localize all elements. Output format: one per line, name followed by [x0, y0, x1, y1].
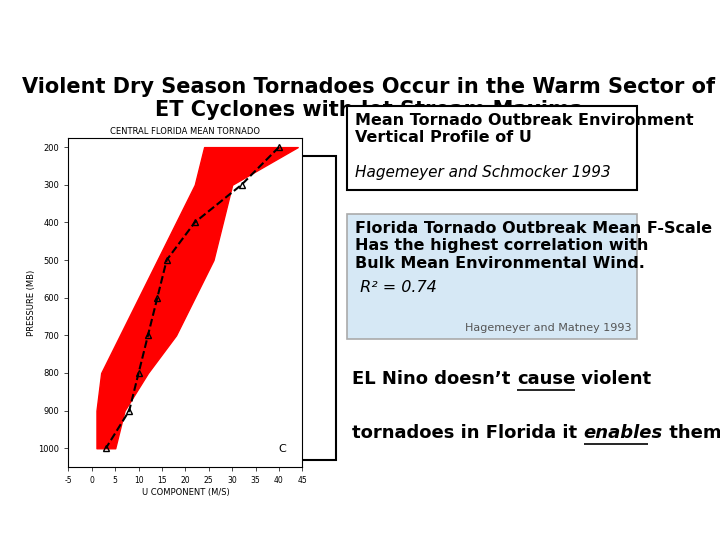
X-axis label: U COMPONENT (M/S): U COMPONENT (M/S) — [142, 488, 229, 497]
Text: C: C — [278, 444, 286, 454]
Text: Florida Tornado Outbreak Mean F-Scale
Has the highest correlation with
Bulk Mean: Florida Tornado Outbreak Mean F-Scale Ha… — [355, 221, 712, 271]
Text: R² = 0.74: R² = 0.74 — [355, 280, 437, 295]
Text: violent: violent — [575, 370, 652, 388]
Text: Violent Dry Season Tornadoes Occur in the Warm Sector of
ET Cyclones with Jet St: Violent Dry Season Tornadoes Occur in th… — [22, 77, 716, 120]
FancyBboxPatch shape — [347, 214, 637, 339]
Text: tornadoes in Florida it: tornadoes in Florida it — [352, 424, 584, 442]
Text: Mean Tornado Outbreak Environment
Vertical Profile of U: Mean Tornado Outbreak Environment Vertic… — [355, 113, 693, 145]
FancyBboxPatch shape — [112, 156, 336, 460]
Y-axis label: PRESSURE (MB): PRESSURE (MB) — [27, 269, 35, 335]
Text: enables: enables — [584, 424, 663, 442]
Text: Hagemeyer and Matney 1993: Hagemeyer and Matney 1993 — [465, 323, 631, 333]
Text: Hagemeyer and Schmocker 1993: Hagemeyer and Schmocker 1993 — [355, 165, 611, 180]
Text: EL Nino doesn’t: EL Nino doesn’t — [352, 370, 517, 388]
Text: them!: them! — [663, 424, 720, 442]
FancyBboxPatch shape — [347, 106, 637, 190]
Text: cause: cause — [517, 370, 575, 388]
Title: CENTRAL FLORIDA MEAN TORNADO: CENTRAL FLORIDA MEAN TORNADO — [110, 126, 261, 136]
